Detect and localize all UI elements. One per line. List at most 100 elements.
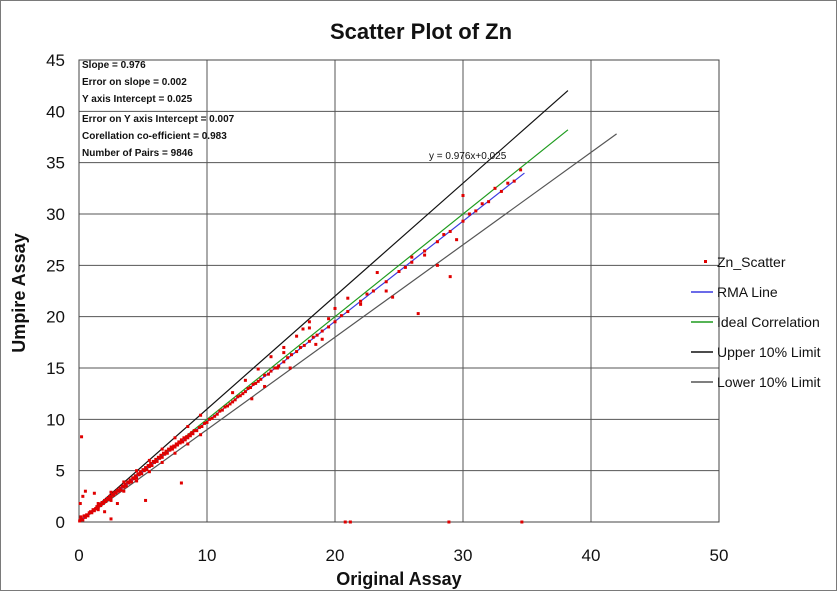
scatter-point: [80, 435, 84, 439]
scatter-point: [269, 355, 273, 359]
line-lower-10-limit: [78, 133, 617, 523]
scatter-point: [124, 484, 128, 488]
scatter-point: [182, 436, 186, 440]
scatter-point: [256, 367, 260, 371]
x-tick-label-10: 10: [198, 546, 217, 565]
scatter-point: [140, 472, 144, 476]
y-tick-label-40: 40: [46, 102, 65, 121]
scatter-point: [442, 233, 446, 237]
scatter-point: [78, 502, 82, 506]
scatter-point: [266, 372, 270, 376]
scatter-point: [391, 295, 395, 299]
scatter-point: [263, 373, 267, 377]
scatter-point: [333, 320, 337, 324]
scatter-point: [474, 209, 478, 213]
scatter-point: [115, 502, 119, 506]
stat-slope: Slope = 0.976: [82, 60, 146, 71]
scatter-point: [461, 219, 465, 223]
scatter-point: [346, 296, 350, 300]
scatter-point: [82, 514, 86, 518]
scatter-point: [435, 240, 439, 244]
y-tick-label-0: 0: [56, 513, 65, 532]
scatter-point: [231, 400, 235, 404]
scatter-point: [122, 480, 126, 484]
scatter-point: [210, 416, 214, 420]
scatter-point: [101, 502, 105, 506]
scatter-point: [173, 451, 177, 455]
scatter-point: [96, 508, 100, 512]
scatter-point: [104, 499, 108, 503]
scatter-point: [320, 337, 324, 341]
scatter-point: [191, 432, 195, 436]
scatter-point: [122, 489, 126, 493]
scatter-point: [218, 409, 222, 413]
scatter-point: [178, 441, 182, 445]
stat-y-intercept: Y axis Intercept = 0.025: [82, 94, 193, 105]
legend-item-lower-limit: Lower 10% Limit: [691, 374, 821, 390]
scatter-point: [506, 181, 510, 185]
scatter-point: [96, 506, 100, 510]
scatter-point: [147, 458, 151, 462]
scatter-point: [273, 366, 277, 370]
scatter-point: [493, 186, 497, 190]
scatter-point: [128, 478, 132, 482]
scatter-point: [83, 489, 87, 493]
scatter-point: [231, 391, 235, 395]
scatter-point: [164, 449, 168, 453]
scatter-point: [114, 491, 118, 495]
scatter-point: [259, 377, 263, 381]
scatter-point: [233, 398, 237, 402]
scatter-point: [135, 476, 139, 480]
scatter-point: [109, 498, 113, 502]
scatter-point: [199, 433, 203, 437]
scatter-point: [195, 429, 199, 433]
scatter-point: [173, 436, 177, 440]
scatter-point: [263, 384, 267, 388]
scatter-point: [79, 515, 83, 519]
scatter-point: [165, 451, 169, 455]
x-tick-label-40: 40: [582, 546, 601, 565]
legend-label-ideal-correlation: Ideal Correlation: [717, 314, 820, 330]
scatter-point: [147, 465, 151, 469]
x-tick-labels: 0 10 20 30 40 50: [74, 546, 728, 565]
scatter-point: [455, 238, 459, 242]
scatter-point: [375, 271, 379, 275]
scatter-point: [150, 464, 154, 468]
scatter-point: [199, 413, 203, 417]
scatter-point: [435, 263, 439, 267]
scatter-point: [423, 249, 427, 253]
legend-item-upper-limit: Upper 10% Limit: [691, 344, 821, 360]
scatter-point: [202, 421, 206, 425]
scatter-point: [160, 455, 164, 459]
scatter-point: [92, 509, 96, 513]
scatter-point: [186, 442, 190, 446]
scatter-point: [346, 310, 350, 314]
scatter-point: [339, 314, 343, 318]
scatter-point: [137, 473, 141, 477]
y-tick-label-25: 25: [46, 256, 65, 275]
scatter-point: [301, 327, 305, 331]
scatter-point: [315, 333, 319, 337]
scatter-point: [205, 420, 209, 424]
scatter-point: [155, 459, 159, 463]
scatter-point: [135, 469, 139, 473]
scatter-point: [133, 474, 137, 478]
scatter-point: [327, 317, 331, 321]
scatter-point: [282, 360, 286, 364]
stat-error-on-intercept: Error on Y axis Intercept = 0.007: [82, 114, 235, 125]
stat-correlation: Corellation co-efficient = 0.983: [82, 131, 227, 142]
scatter-point: [277, 364, 281, 368]
scatter-point: [96, 502, 100, 506]
scatter-point: [179, 438, 183, 442]
scatter-point: [448, 229, 452, 233]
scatter-point: [213, 414, 217, 418]
y-tick-label-35: 35: [46, 154, 65, 173]
scatter-point: [246, 387, 250, 391]
scatter-point: [147, 470, 151, 474]
legend-label-upper-limit: Upper 10% Limit: [717, 344, 821, 360]
scatter-point: [236, 395, 240, 399]
scatter-point: [215, 412, 219, 416]
scatter-point: [200, 425, 204, 429]
